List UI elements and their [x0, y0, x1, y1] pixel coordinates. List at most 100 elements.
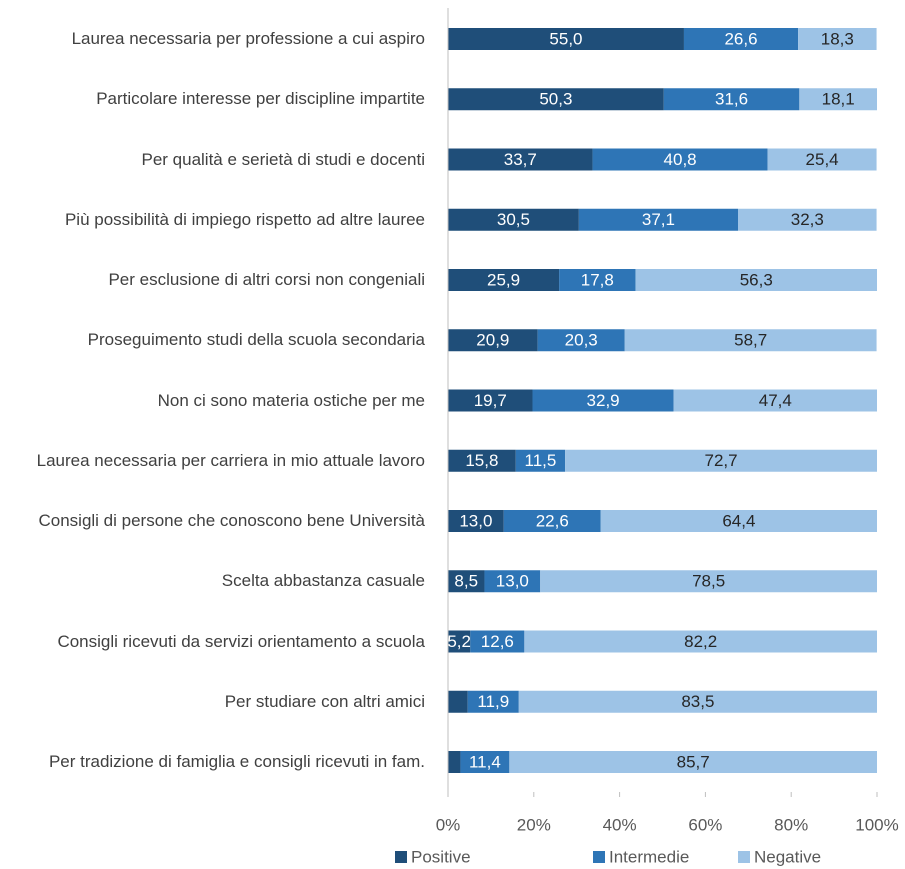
legend-swatch [395, 851, 407, 863]
value-label: 72,7 [705, 451, 738, 470]
category-label: Laurea necessaria per carriera in mio at… [36, 450, 425, 470]
value-label: 26,6 [724, 29, 757, 48]
value-label: 37,1 [642, 210, 675, 229]
value-label: 56,3 [740, 270, 773, 289]
bar-segment [448, 148, 593, 171]
legend-label: Positive [411, 847, 471, 866]
value-label: 83,5 [681, 692, 714, 711]
bar-segment [484, 570, 541, 593]
bar-segment [578, 208, 739, 231]
x-tick-label: 60% [688, 815, 722, 834]
bar-segment [515, 449, 566, 472]
bar-segment [673, 389, 877, 412]
value-label: 18,3 [821, 29, 854, 48]
bar-segment [448, 389, 533, 412]
value-label: 58,7 [734, 331, 767, 350]
value-label: 25,4 [806, 150, 839, 169]
category-label: Per esclusione di altri corsi non congen… [108, 270, 425, 289]
bar-segment [448, 28, 684, 50]
bar-segment [532, 389, 674, 412]
bar-segment [565, 449, 877, 472]
value-label: 8,5 [454, 572, 478, 591]
value-label: 18,1 [822, 90, 855, 109]
value-label: 25,9 [487, 270, 520, 289]
bar-segment [600, 510, 877, 532]
value-label: 32,3 [791, 210, 824, 229]
bar-segment [738, 208, 877, 231]
value-label: 47,4 [759, 391, 792, 410]
bar-segment [448, 269, 560, 291]
bar-segment [467, 690, 519, 713]
x-tick-label: 80% [774, 815, 808, 834]
category-label: Proseguimento studi della scuola seconda… [87, 330, 425, 350]
category-label: Consigli ricevuti da servizi orientament… [57, 631, 425, 651]
value-label: 13,0 [496, 572, 529, 591]
x-tick-label: 40% [603, 815, 637, 834]
bar-segment [798, 28, 877, 50]
category-label: Per qualità e serietà di studi e docenti [141, 149, 425, 169]
x-tick-label: 20% [517, 815, 551, 834]
bar-segment [635, 269, 877, 291]
bar-segment [448, 510, 504, 532]
value-label: 85,7 [677, 752, 710, 771]
value-label: 11,5 [525, 451, 557, 470]
value-label: 31,6 [715, 90, 748, 109]
value-label: 17,8 [581, 270, 614, 289]
bar-segment [540, 570, 877, 593]
value-label: 33,7 [504, 150, 537, 169]
bar-segment [448, 208, 579, 231]
bar-segment [683, 28, 799, 50]
bar-segment [448, 690, 468, 713]
bar-segment [470, 630, 525, 653]
bar-segment [448, 751, 461, 773]
bar-segment [537, 329, 625, 352]
bar-segment [592, 148, 768, 171]
category-label: Particolare interesse per discipline imp… [96, 89, 425, 109]
bar-segment [624, 329, 877, 352]
category-label: Laurea necessaria per professione a cui … [71, 29, 425, 48]
bar-segment [559, 269, 636, 291]
value-label: 11,4 [469, 752, 501, 771]
value-label: 20,3 [565, 331, 598, 350]
x-tick-label: 0% [436, 815, 461, 834]
value-label: 32,9 [587, 391, 620, 410]
category-label: Scelta abbastanza casuale [221, 571, 425, 591]
bar-segment [767, 148, 877, 171]
value-label: 20,9 [476, 331, 509, 350]
legend-swatch [593, 851, 605, 863]
value-label: 55,0 [549, 29, 582, 48]
value-label: 22,6 [536, 511, 569, 530]
bar-segment [799, 88, 877, 111]
value-label: 82,2 [684, 632, 717, 651]
bar-segment [448, 88, 664, 111]
category-label: Non ci sono materia ostiche per me [157, 390, 425, 410]
value-label: 50,3 [539, 90, 572, 109]
value-label: 19,7 [474, 391, 507, 410]
bar-segment [448, 449, 516, 472]
bar-segment [509, 751, 877, 773]
legend-label: Negative [754, 847, 821, 866]
bar-segment [663, 88, 800, 111]
category-label: Per studiare con altri amici [224, 691, 425, 711]
value-label: 12,6 [481, 632, 514, 651]
legend-label: Intermedie [609, 847, 689, 866]
category-label: Più possibilità di impiego rispetto ad a… [64, 209, 425, 229]
category-label: Consigli di persone che conoscono bene U… [38, 511, 425, 530]
x-tick-label: 100% [855, 815, 898, 834]
value-label: 78,5 [692, 572, 725, 591]
bar-segment [503, 510, 601, 532]
bar-segment [518, 690, 877, 713]
bar-segment [460, 751, 510, 773]
value-label: 11,9 [477, 692, 509, 711]
value-label: 15,8 [465, 451, 498, 470]
value-label: 40,8 [664, 150, 697, 169]
value-label: 13,0 [459, 511, 492, 530]
legend-swatch [738, 851, 750, 863]
bar-segment [448, 630, 471, 653]
category-label: Per tradizione di famiglia e consigli ri… [48, 752, 425, 771]
bar-segment [448, 329, 538, 352]
value-label: 5,2 [447, 632, 471, 651]
bar-segment [448, 570, 485, 593]
